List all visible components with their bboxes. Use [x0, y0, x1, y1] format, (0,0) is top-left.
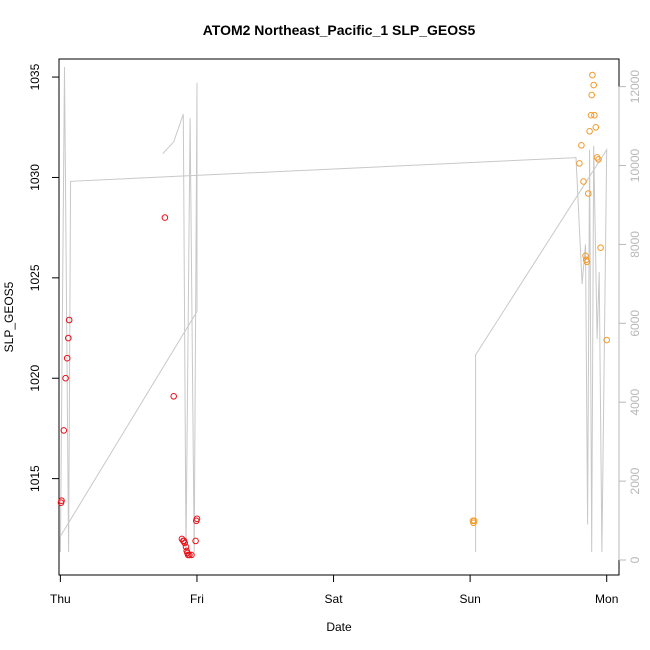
- y-tick-label: 1030: [28, 164, 42, 191]
- x-tick-label: Mon: [595, 592, 618, 606]
- data-point: [62, 374, 69, 382]
- x-tick-label: Sat: [325, 592, 344, 606]
- y-tick-label: 1015: [28, 465, 42, 492]
- x-tick-label: Thu: [50, 592, 71, 606]
- data-point: [193, 515, 201, 523]
- data-point: [65, 316, 73, 324]
- data-point: [186, 551, 193, 559]
- y2-tick-label: 0: [628, 556, 642, 563]
- x-axis-label: Date: [326, 620, 352, 634]
- y2-tick-label: 10000: [628, 149, 642, 183]
- secondary-series-line: [59, 66, 608, 553]
- x-tick-label: Fri: [190, 592, 204, 606]
- y2-tick-label: 6000: [628, 310, 642, 337]
- scatter-points-layer: [57, 71, 611, 559]
- data-point: [63, 354, 71, 362]
- data-point: [588, 91, 596, 99]
- y-tick-label: 1025: [28, 264, 42, 291]
- data-point: [590, 81, 598, 89]
- data-point: [170, 393, 177, 400]
- y2-tick-label: 12000: [628, 70, 642, 104]
- data-point: [58, 497, 65, 505]
- x-axis: Thu Fri Sat Sun Mon: [50, 574, 618, 606]
- data-point: [578, 142, 585, 149]
- y2-tick-label: 2000: [628, 467, 642, 494]
- data-point: [583, 258, 591, 266]
- data-point: [589, 71, 596, 79]
- data-point: [188, 551, 195, 559]
- data-point: [585, 190, 592, 197]
- y2-tick-label: 4000: [628, 389, 642, 416]
- data-point: [470, 517, 478, 525]
- data-point: [192, 537, 199, 545]
- data-point: [181, 539, 188, 547]
- data-point: [603, 336, 611, 344]
- secondary-line-layer: [59, 66, 608, 553]
- y-tick-label: 1035: [28, 63, 42, 90]
- x-tick-label: Sun: [459, 592, 480, 606]
- data-point: [592, 124, 600, 131]
- y-tick-label: 1020: [28, 365, 42, 392]
- data-point: [65, 334, 72, 342]
- data-point: [591, 111, 598, 119]
- data-point: [182, 543, 190, 551]
- y-axis-label: SLP_GEOS5: [2, 281, 16, 352]
- y-axis-right: 0 2000 4000 6000 8000 10000 12000: [618, 70, 642, 563]
- data-point: [576, 160, 583, 167]
- chart-title: ATOM2 Northeast_Pacific_1 SLP_GEOS5: [203, 22, 476, 38]
- data-point: [161, 214, 169, 221]
- data-point: [582, 252, 589, 260]
- data-point: [580, 178, 587, 185]
- y2-tick-label: 8000: [628, 231, 642, 258]
- data-point: [587, 111, 595, 119]
- y-axis-left: 1015 1020 1025 1030 1035: [28, 63, 60, 492]
- data-point: [586, 128, 593, 135]
- data-point: [60, 427, 68, 434]
- data-point: [597, 244, 604, 251]
- data-point: [595, 156, 602, 163]
